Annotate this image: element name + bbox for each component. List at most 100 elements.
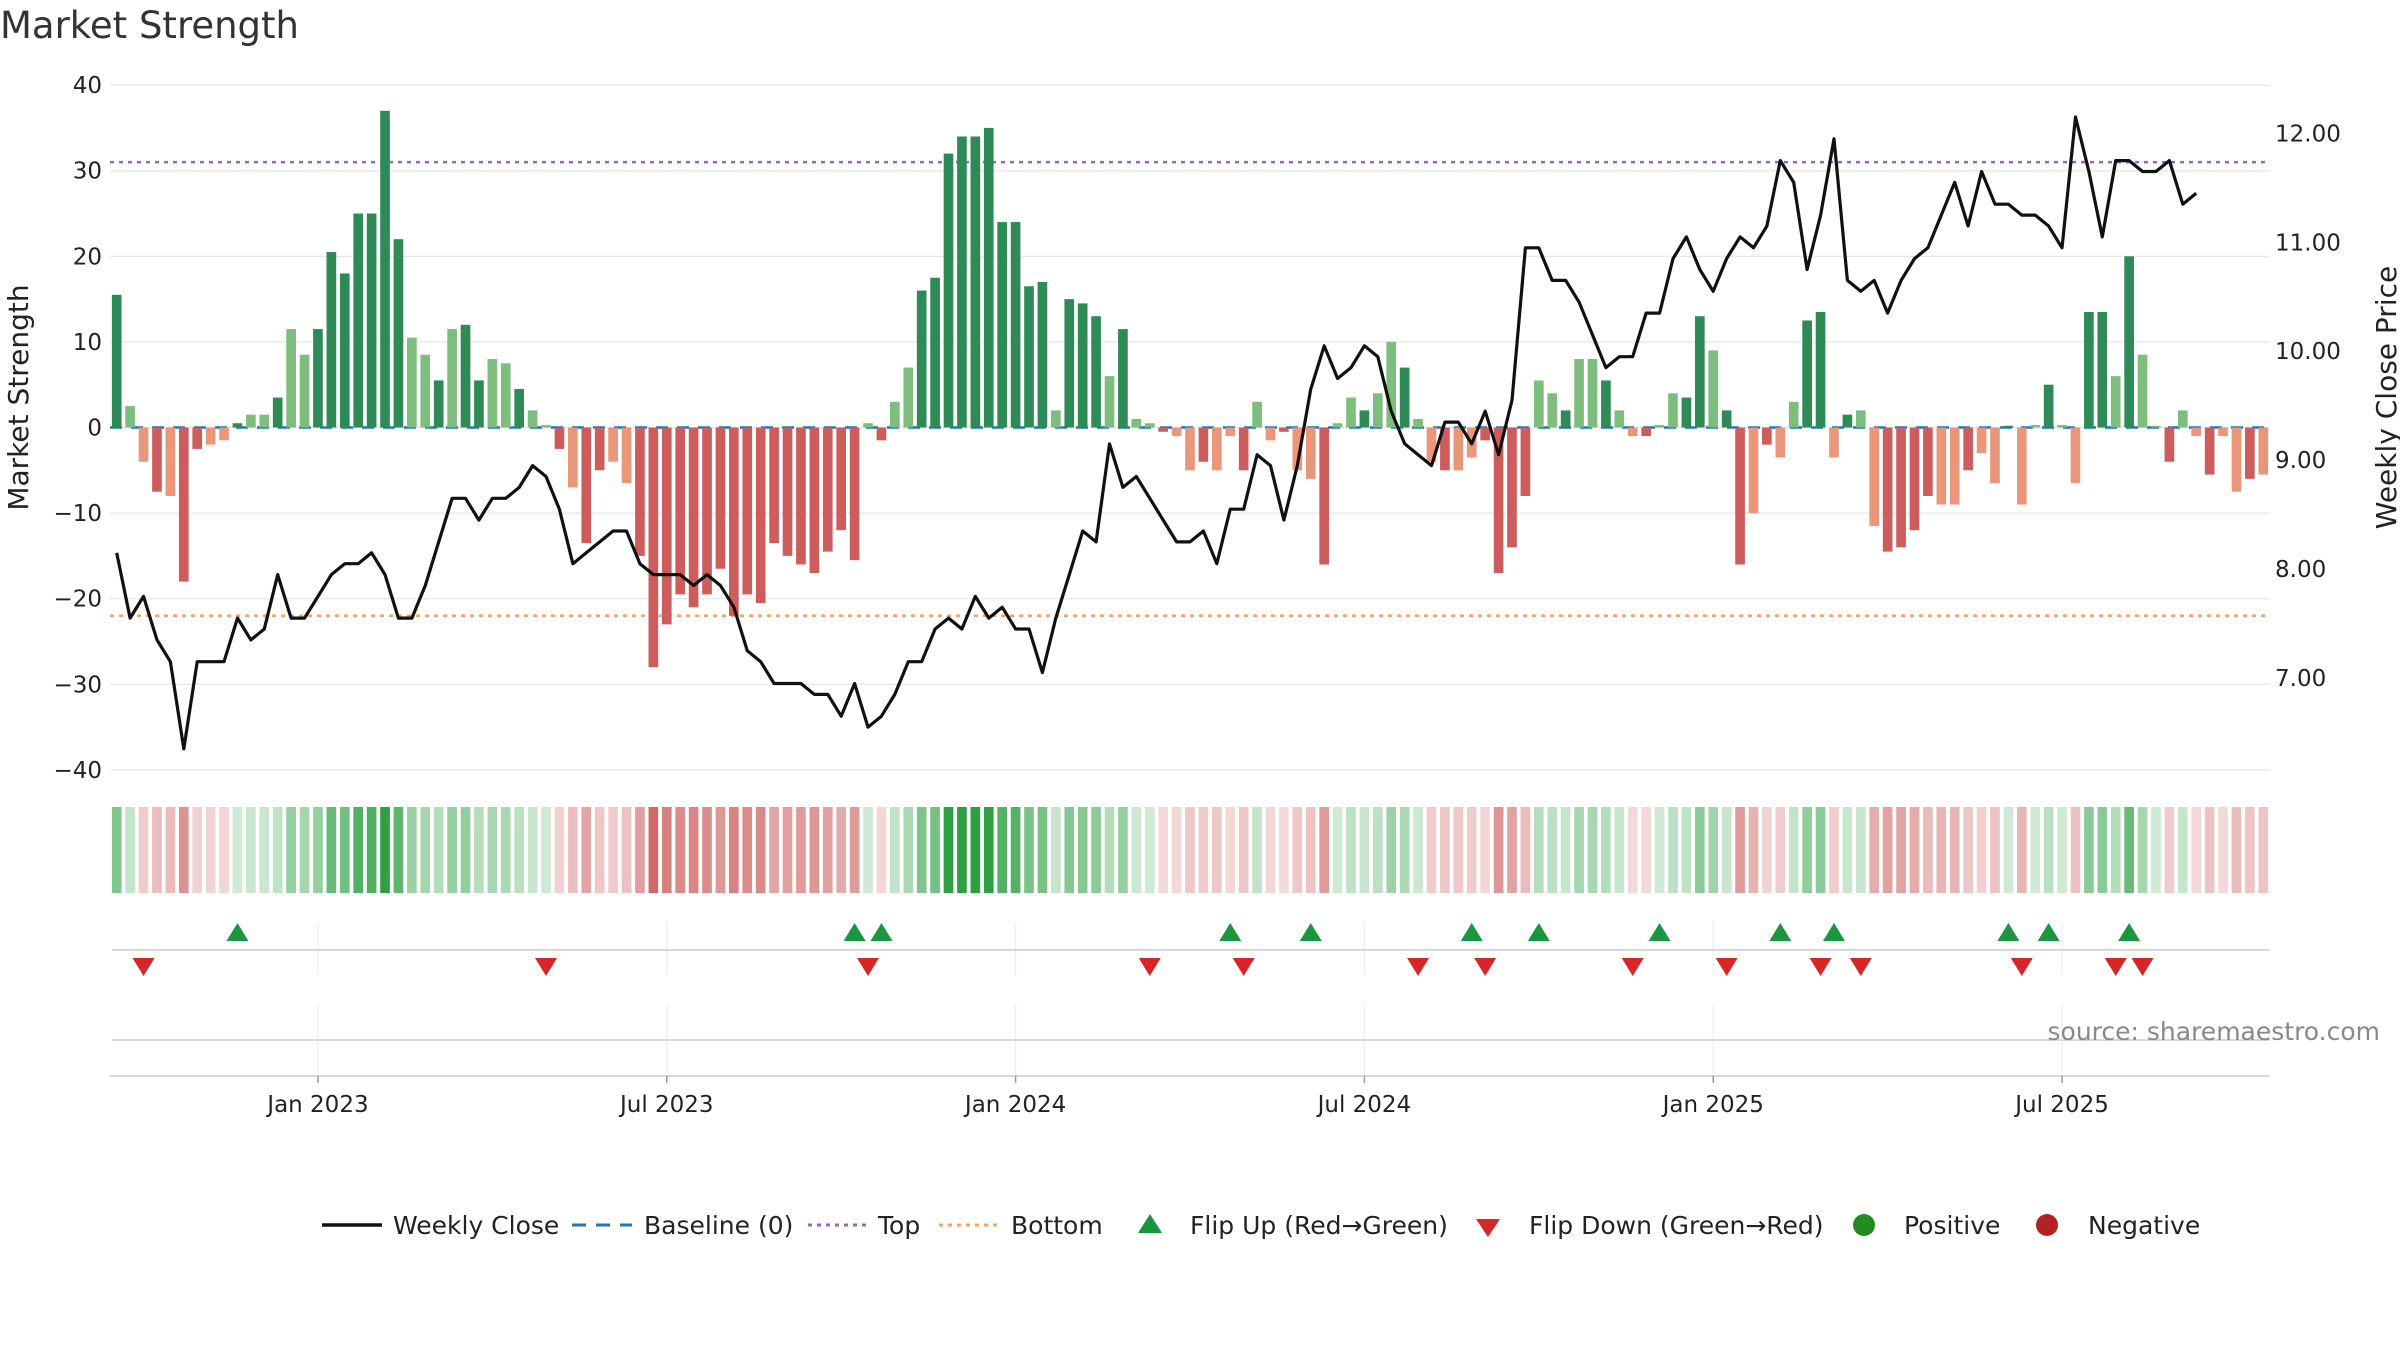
strength-bar [1171,427,1182,437]
strength-bar [903,367,914,428]
ribbon-cell [1627,807,1638,893]
strength-bar [1721,410,1732,428]
strength-bars [111,110,2269,668]
ribbon-cell [152,807,162,893]
legend-label: Flip Down (Green→Red) [1529,1211,1824,1240]
strength-bar [983,127,994,428]
ribbon-cell [1869,807,1880,893]
strength-bar [822,427,833,552]
ribbon-cell [903,807,914,893]
strength-bar [2043,384,2054,428]
strength-bar [1212,427,1222,471]
strength-bar [1359,410,1370,428]
strength-bar [1533,380,1544,428]
ribbon-cell [782,807,793,893]
strength-bar [286,329,296,428]
strength-bar [1413,418,1423,428]
ribbon-cell [2003,807,2014,893]
ribbon-cell [1533,807,1544,893]
strength-bar [1091,316,1101,428]
ribbon-cell [1976,807,1987,893]
ribbon-cell [326,807,337,893]
ribbon-cell [1815,807,1826,893]
ribbon-cell [1547,807,1558,893]
ribbon-cell [1574,807,1584,893]
ribbon-cell [1614,807,1625,893]
ribbon-cell [2151,807,2161,893]
ribbon-cell [2124,807,2134,893]
strength-bar [1493,427,1504,574]
flip-up-marker [1997,923,2020,941]
ribbon-cell [688,807,699,893]
strength-bar [876,427,887,441]
ribbon-cell [1641,807,1651,893]
ribbon-cell [1601,807,1611,893]
ribbon-cell [1694,807,1705,893]
ribbon-cell [957,807,967,893]
strength-bar [581,427,592,544]
strength-bar [447,329,457,428]
flip-down-marker [2131,958,2154,976]
flip-up-marker [1527,923,1550,941]
y-tick-label: −30 [53,672,102,698]
flip-down-marker [1407,958,1430,976]
ribbon-cell [514,807,525,893]
strength-bar [541,424,551,428]
x-tick-label: Jul 2025 [2013,1092,2109,1118]
strength-bar [1627,427,1638,437]
strength-bar [1708,350,1719,428]
ribbon-cell [2057,807,2067,893]
y-tick-label: −40 [53,758,102,784]
weekly-close-line [115,115,2198,751]
strength-bar [152,427,162,492]
strength-bar [178,427,189,582]
x-tick-label: Jul 2023 [618,1092,714,1118]
ribbon-cell [420,807,431,893]
ribbon-cell [1077,807,1088,893]
strength-bar [1480,427,1490,441]
strength-bar [568,427,578,488]
strength-bar [219,427,229,441]
y2-axis-title: Weekly Close Price [2370,266,2400,529]
ribbon-cell [299,807,310,893]
strength-bar [1024,286,1034,428]
strength-bar [930,277,940,428]
strength-bar [796,427,806,565]
strength-bar [2070,427,2081,484]
strength-bar [1909,427,1920,531]
ribbon-cell [997,807,1008,893]
ribbon-cell [1292,807,1303,893]
strength-bar [1158,427,1168,432]
strength-bar [1788,401,1799,428]
ribbon-cell [2231,807,2242,893]
ribbon-cell [729,807,739,893]
strength-bar [138,427,149,462]
x-tick-label: Jul 2024 [1316,1092,1412,1118]
strength-bar [1976,427,1987,454]
ribbon-cell [1788,807,1799,893]
ribbon-cell [178,807,189,893]
legend-flip-down-icon [1476,1219,1500,1237]
ribbon-cell [2204,807,2215,893]
ribbon-cell [1775,807,1786,893]
strength-bar [1238,427,1249,471]
ribbon-cell [1480,807,1490,893]
ribbon-cell [353,807,364,893]
ribbon-cell [1762,807,1772,893]
strength-bar [2084,311,2094,428]
ribbon-cell [1225,807,1236,893]
strength-bar [648,427,659,668]
strength-bar [111,294,122,428]
ribbon-cell [1855,807,1866,893]
ribbon-cell [393,807,404,893]
ribbon-cell [1963,807,1973,893]
legend-label: Negative [2088,1211,2200,1240]
ribbon-cell [313,807,323,893]
ribbon-cell [822,807,833,893]
strength-bar [554,427,565,449]
strength-bar [393,239,404,428]
strength-bar [339,273,350,428]
strength-bar [675,427,686,595]
ribbon-cell [796,807,806,893]
ribbon-cell [1185,807,1195,893]
